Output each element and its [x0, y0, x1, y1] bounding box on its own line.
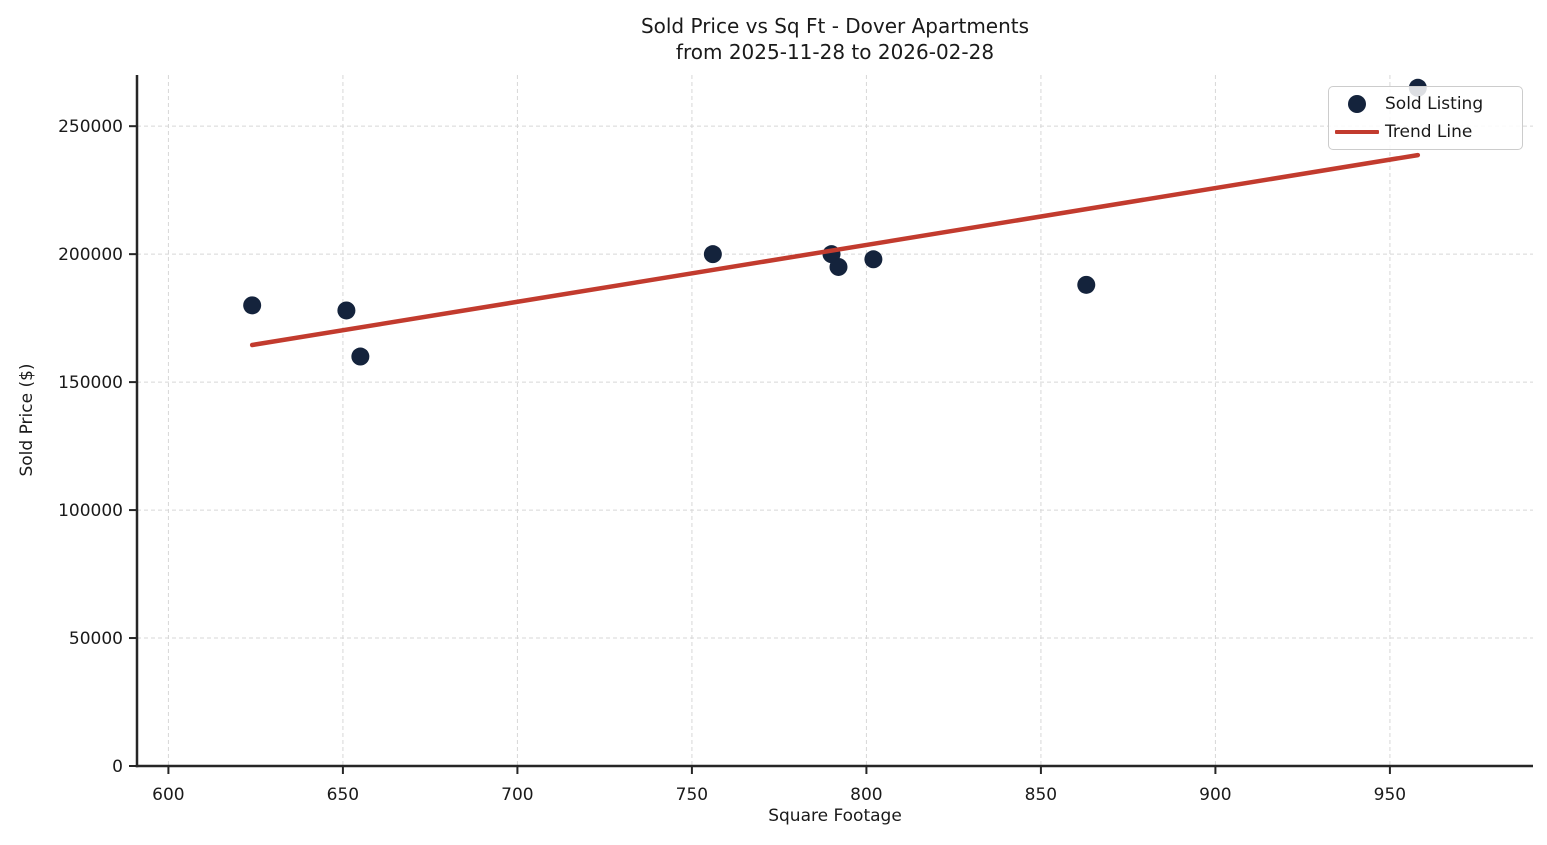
- legend: Sold Listing Trend Line: [1328, 86, 1523, 150]
- y-tick-label: 150000: [58, 373, 123, 393]
- x-tick-label: 700: [501, 785, 533, 805]
- trend-line: [249, 152, 1421, 348]
- line-marker-icon: [1335, 129, 1379, 135]
- scatter-point: [829, 257, 848, 276]
- scatter-point: [337, 301, 356, 320]
- chart-title: Sold Price vs Sq Ft - Dover Apartments: [640, 14, 1030, 38]
- x-tick-label: 950: [1374, 785, 1406, 805]
- legend-marker-box: [1329, 94, 1385, 113]
- x-tick-label: 900: [1199, 785, 1231, 805]
- x-tick-label: 600: [152, 785, 184, 805]
- y-tick-label: 200000: [58, 245, 123, 265]
- scatter-point: [351, 347, 370, 366]
- scatter-point: [1077, 275, 1096, 294]
- legend-entry-sold-listing: Sold Listing: [1329, 90, 1522, 117]
- x-tick-label: 650: [327, 785, 359, 805]
- legend-entry-trend-line: Trend Line: [1329, 119, 1522, 146]
- x-tick-label: 750: [676, 785, 708, 805]
- scatter-marker-icon: [1348, 94, 1366, 113]
- y-axis-label: Sold Price ($): [17, 363, 37, 477]
- scatter-point: [703, 245, 722, 264]
- x-tick-label: 800: [850, 785, 882, 805]
- scatter-point: [864, 250, 883, 269]
- chart-subtitle: from 2025-11-28 to 2026-02-28: [675, 40, 995, 64]
- legend-marker-box: [1329, 129, 1385, 135]
- legend-label: Trend Line: [1385, 122, 1473, 143]
- y-tick-label: 0: [112, 757, 123, 777]
- title-block: Sold Price vs Sq Ft - Dover Apartments f…: [137, 13, 1533, 65]
- y-tick-label: 250000: [58, 117, 123, 137]
- scatter-point: [243, 296, 262, 315]
- legend-label: Sold Listing: [1385, 93, 1484, 114]
- y-tick-label: 100000: [58, 501, 123, 521]
- x-axis-label: Square Footage: [768, 806, 902, 826]
- x-tick-label: 850: [1025, 785, 1057, 805]
- y-tick-label: 50000: [69, 629, 123, 649]
